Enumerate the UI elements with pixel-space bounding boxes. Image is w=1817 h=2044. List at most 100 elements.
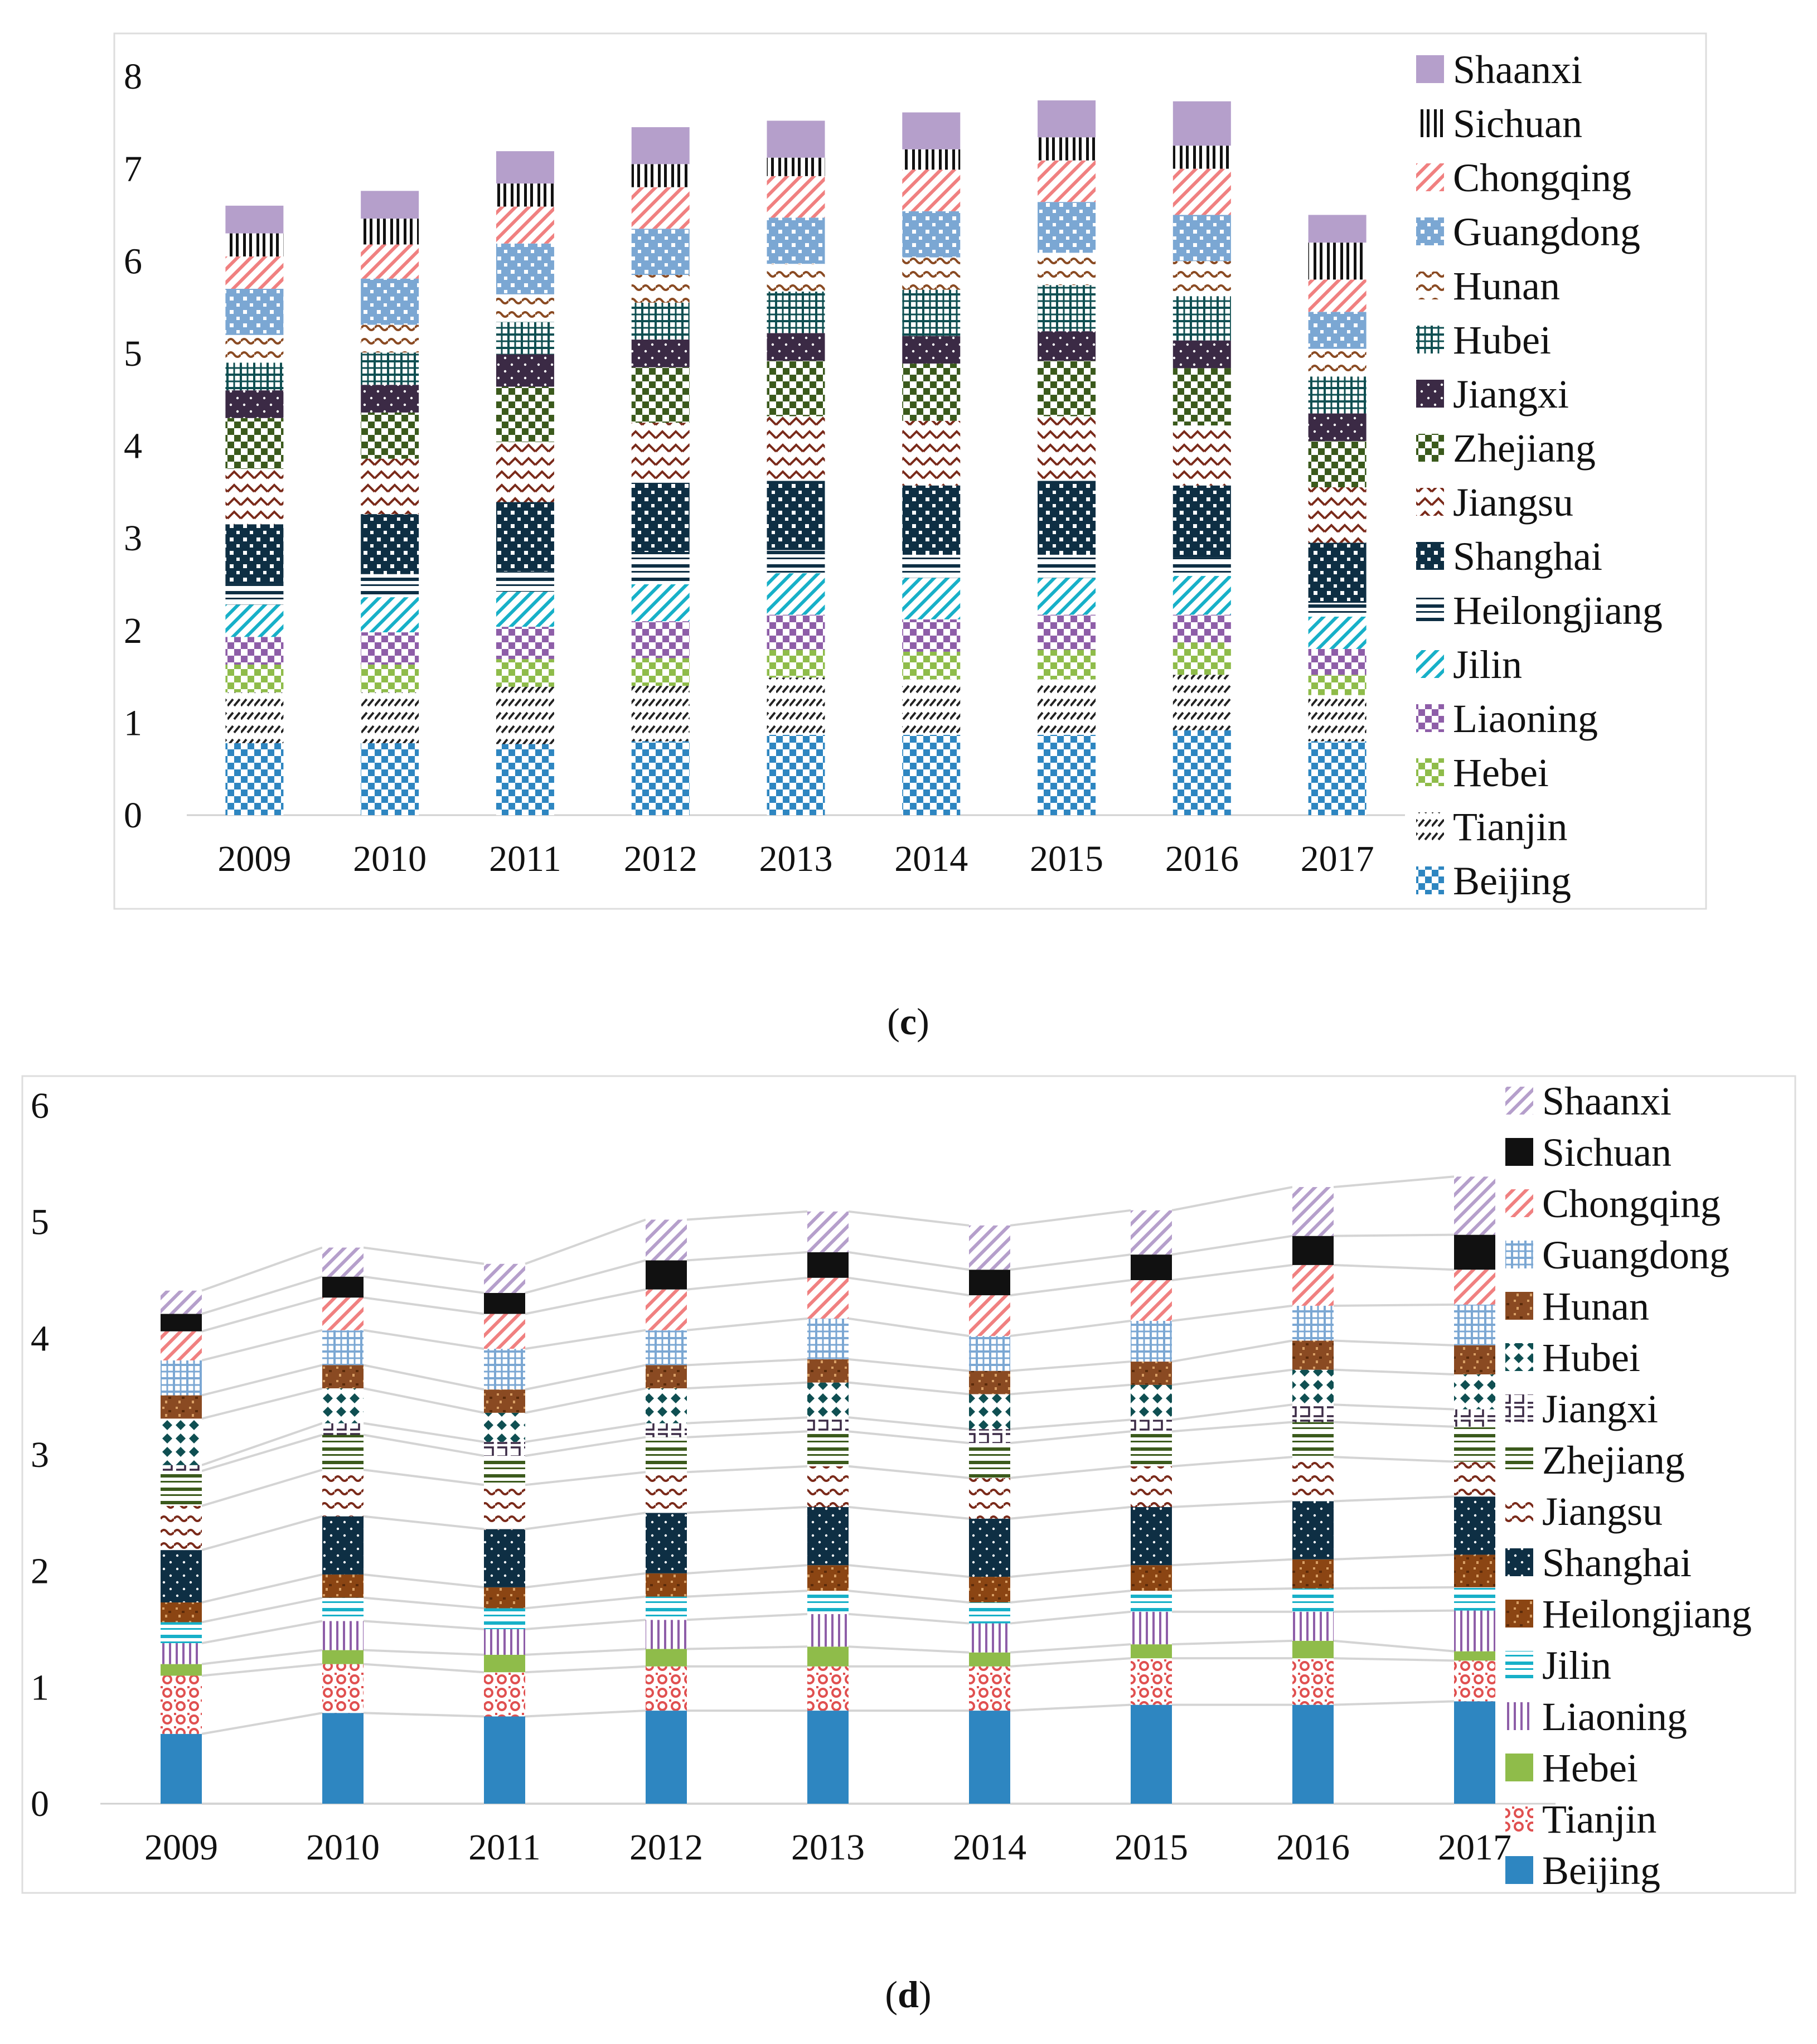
c-bar-guangdong-2009: [225, 288, 284, 335]
c-bar-heilongjiang-2009: [225, 584, 284, 605]
d-connector-line: [201, 1275, 323, 1315]
d-bar-zhejiang-2011: [484, 1456, 525, 1485]
panel-d-caption: (d): [885, 1973, 931, 2016]
d-bar-jilin-2011: [484, 1608, 525, 1629]
d-bar-tianjin-2017: [1454, 1660, 1495, 1702]
legend-item-hubei: Hubei: [1505, 1335, 1640, 1380]
d-connector-line: [1010, 1564, 1131, 1578]
d-connector-line: [1171, 1263, 1293, 1281]
d-connector-line: [363, 1275, 484, 1294]
c-bar-liaoning-2013: [767, 614, 825, 650]
legend-item-tianjin: Tianjin: [1505, 1797, 1656, 1842]
c-bar-shaanxi-2015: [1038, 100, 1096, 138]
d-bar-sichuan-2011: [484, 1292, 525, 1314]
c-y-tick-label: 4: [124, 426, 142, 467]
c-bar-heilongjiang-2010: [361, 574, 419, 598]
legend-label: Zhejiang: [1453, 426, 1596, 471]
c-x-tick-label: 2017: [1301, 839, 1374, 879]
c-bar-beijing-2010: [361, 743, 419, 815]
legend-item-zhejiang: Zhejiang: [1505, 1438, 1685, 1483]
d-bar-zhejiang-2015: [1131, 1431, 1172, 1466]
legend-label: Shaanxi: [1542, 1079, 1671, 1123]
panel-d-legend: Shaanxi Sichuan Chongqing Guangdong Hunan Hub…: [1505, 1079, 1752, 1893]
d-bar-jilin-2016: [1292, 1588, 1334, 1612]
c-bar-jiangsu-2010: [361, 458, 419, 515]
d-connector-line: [201, 1573, 323, 1604]
c-bar-guangdong-2014: [902, 211, 961, 258]
c-bar-jiangxi-2012: [631, 340, 690, 367]
panel-c-caption: (c): [887, 1000, 929, 1043]
c-bar-jiangsu-2014: [902, 420, 961, 486]
d-connector-line: [1171, 1339, 1293, 1363]
d-bar-jiangsu-2016: [1292, 1457, 1334, 1501]
legend-label: Zhejiang: [1542, 1438, 1685, 1483]
c-x-tick-label: 2012: [624, 839, 697, 879]
d-x-tick-label: 2015: [1115, 1827, 1188, 1868]
d-connector-line: [525, 1471, 646, 1486]
panel-d-y-ticks: 0 1 2 3 4 5 6: [31, 1086, 49, 1824]
d-connector-line: [201, 1329, 323, 1362]
legend-swatch: [1416, 812, 1444, 840]
c-bar-beijing-2014: [902, 734, 961, 815]
d-bar-sichuan-2017: [1454, 1234, 1495, 1270]
legend-item-guangdong: Guangdong: [1416, 210, 1640, 254]
legend-swatch: [1505, 1446, 1533, 1474]
d-connector-line: [363, 1469, 484, 1486]
c-bar-chongqing-2016: [1172, 168, 1231, 215]
legend-swatch: [1505, 1805, 1533, 1833]
d-bar-chongqing-2010: [322, 1297, 364, 1330]
legend-swatch: [1416, 704, 1444, 732]
c-bar-hebei-2012: [631, 658, 690, 686]
d-connector-line: [201, 1649, 323, 1665]
c-bar-tianjin-2012: [631, 686, 690, 742]
d-bar-hebei-2010: [322, 1650, 364, 1664]
c-bar-hubei-2010: [361, 352, 419, 385]
c-bar-jiangxi-2014: [902, 336, 961, 364]
legend-item-chongqing: Chongqing: [1416, 156, 1631, 200]
panel-c-legend: Shaanxi Sichuan Chongqing Guangdong Hunan Hub…: [1416, 47, 1663, 903]
c-bar-hubei-2017: [1308, 376, 1367, 414]
d-connector-line: [201, 1596, 323, 1624]
d-bar-hubei-2017: [1454, 1374, 1495, 1410]
d-connector-line: [1333, 1657, 1455, 1662]
d-x-tick-label: 2013: [791, 1827, 865, 1868]
c-bar-heilongjiang-2012: [631, 551, 690, 584]
d-bar-hunan-2013: [807, 1359, 849, 1383]
d-bar-shanghai-2017: [1454, 1496, 1495, 1555]
c-bar-tianjin-2014: [902, 679, 961, 735]
d-bar-tianjin-2015: [1131, 1658, 1172, 1705]
c-bar-tianjin-2013: [767, 677, 825, 735]
d-connector-line: [201, 1364, 323, 1397]
d-bar-sichuan-2009: [161, 1314, 202, 1331]
d-bar-shaanxi-2012: [646, 1219, 687, 1261]
d-bar-chongqing-2013: [807, 1277, 849, 1319]
c-bar-jilin-2014: [902, 578, 961, 619]
d-bar-guangdong-2014: [969, 1336, 1010, 1371]
c-bar-guangdong-2011: [496, 243, 554, 294]
d-connector-line: [1333, 1233, 1455, 1237]
d-bar-liaoning-2015: [1131, 1611, 1172, 1645]
c-bar-hunan-2013: [767, 264, 825, 292]
c-bar-heilongjiang-2013: [767, 550, 825, 574]
d-x-tick-label: 2009: [144, 1827, 218, 1868]
d-bar-tianjin-2013: [807, 1666, 849, 1711]
d-connector-line: [525, 1218, 646, 1265]
d-bar-liaoning-2013: [807, 1614, 849, 1647]
d-bar-jilin-2012: [646, 1596, 687, 1620]
c-bar-sichuan-2011: [496, 183, 554, 207]
d-bar-shanghai-2010: [322, 1516, 364, 1575]
d-bar-liaoning-2017: [1454, 1610, 1495, 1651]
d-bar-beijing-2017: [1454, 1701, 1495, 1804]
d-connector-line: [201, 1663, 323, 1677]
legend-label: Guangdong: [1453, 210, 1640, 254]
c-bar-chongqing-2010: [361, 244, 419, 279]
c-bar-jiangxi-2011: [496, 354, 554, 387]
c-y-tick-label: 1: [124, 703, 142, 743]
d-bar-guangdong-2013: [807, 1318, 849, 1359]
d-connector-line: [525, 1709, 646, 1718]
legend-swatch: [1505, 1394, 1533, 1422]
d-connector-line: [686, 1416, 808, 1425]
c-bar-zhejiang-2009: [225, 418, 284, 469]
d-bar-jiangsu-2017: [1454, 1461, 1495, 1497]
